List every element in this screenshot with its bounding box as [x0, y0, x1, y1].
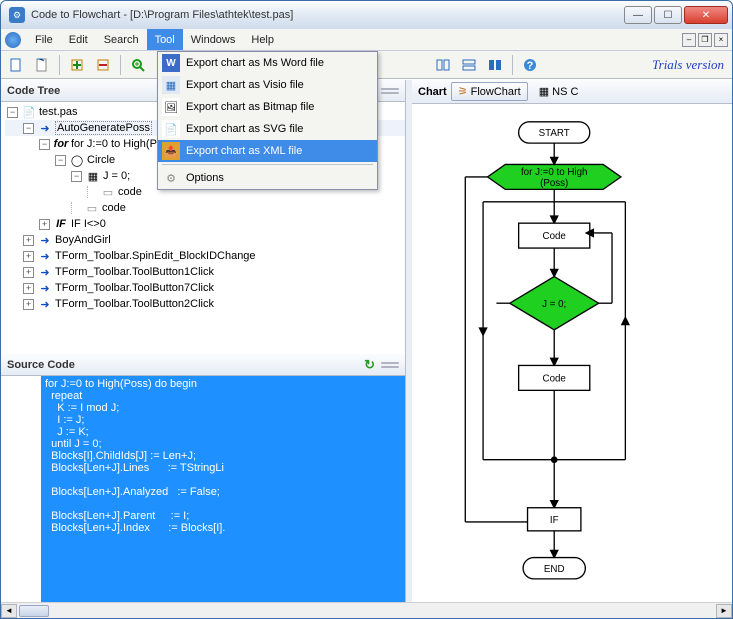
tree-collapse-icon[interactable]: − — [39, 139, 50, 150]
open-file-icon[interactable] — [31, 54, 53, 76]
close-button[interactable]: ✕ — [684, 6, 728, 24]
procedure-icon: ➜ — [38, 297, 52, 311]
svg-text:START: START — [539, 128, 570, 139]
add-icon[interactable] — [66, 54, 88, 76]
svg-text:for J:=0 to High: for J:=0 to High — [521, 167, 588, 178]
svg-text:Code: Code — [543, 231, 566, 242]
code-tree-title: Code Tree — [7, 85, 60, 97]
panel-grip-icon[interactable] — [381, 358, 399, 372]
flowchart-icon: ⚞ — [458, 85, 468, 98]
procedure-icon: ➜ — [38, 121, 52, 135]
menu-help[interactable]: Help — [243, 29, 282, 50]
source-code-header: Source Code ↻ — [1, 354, 405, 376]
word-icon: W — [162, 54, 180, 72]
visio-icon: ▦ — [162, 76, 180, 94]
tree-expand-icon[interactable]: + — [23, 251, 34, 262]
svg-icon: 📄 — [162, 120, 180, 138]
gear-icon: ⚙ — [162, 169, 180, 187]
tree-expand-icon[interactable]: + — [39, 219, 50, 230]
export-visio-item[interactable]: ▦Export chart as Visio file — [158, 74, 377, 96]
tree-collapse-icon[interactable]: − — [7, 107, 18, 118]
menu-search[interactable]: Search — [96, 29, 147, 50]
menubar: File Edit Search Tool Windows Help – ❐ × — [1, 29, 732, 51]
source-editor[interactable]: for J:=0 to High(Poss) do begin repeat K… — [1, 376, 405, 602]
maximize-button[interactable]: ☐ — [654, 6, 682, 24]
menu-edit[interactable]: Edit — [61, 29, 96, 50]
flowchart-canvas[interactable]: START for J:=0 to High (Poss) — [412, 104, 732, 602]
tree-collapse-icon[interactable]: − — [55, 155, 66, 166]
scroll-right-icon[interactable]: ► — [716, 604, 732, 618]
tree-collapse-icon[interactable]: − — [23, 123, 34, 134]
ns-icon: ▦ — [539, 85, 549, 98]
svg-text:Code: Code — [543, 373, 566, 384]
help-icon[interactable]: ? — [519, 54, 541, 76]
zoom-in-icon[interactable] — [127, 54, 149, 76]
editor-gutter — [1, 376, 41, 602]
flowchart-tab[interactable]: ⚞FlowChart — [451, 82, 528, 101]
bitmap-icon: 🖼 — [162, 98, 180, 116]
chart-title: Chart — [418, 86, 447, 98]
file-icon: 📄 — [22, 105, 36, 119]
layout2-icon[interactable] — [458, 54, 480, 76]
layout1-icon[interactable] — [432, 54, 454, 76]
tree-expand-icon[interactable]: + — [23, 267, 34, 278]
refresh-icon[interactable]: ↻ — [364, 357, 375, 373]
tree-expand-icon[interactable]: + — [23, 235, 34, 246]
if-icon: IF — [54, 217, 68, 231]
layout3-icon[interactable] — [484, 54, 506, 76]
chart-header: Chart ⚞FlowChart ▦NS C — [412, 80, 732, 104]
procedure-icon: ➜ — [38, 265, 52, 279]
code-icon: ▭ — [101, 185, 115, 199]
tool-menu-dropdown: WExport chart as Ms Word file ▦Export ch… — [157, 51, 378, 190]
titlebar[interactable]: ⚙ Code to Flowchart - [D:\Program Files\… — [1, 1, 732, 29]
remove-icon[interactable] — [92, 54, 114, 76]
mdi-restore-button[interactable]: ❐ — [698, 33, 712, 47]
app-icon: ⚙ — [9, 7, 25, 23]
menu-tool[interactable]: Tool — [147, 29, 183, 50]
circle-icon: ◯ — [70, 153, 84, 167]
panel-grip-icon[interactable] — [381, 84, 399, 98]
source-code-title: Source Code — [7, 359, 75, 371]
trial-label: Trials version — [652, 57, 728, 73]
procedure-icon: ➜ — [38, 249, 52, 263]
horizontal-scrollbar[interactable]: ◄ ► — [1, 602, 732, 618]
code-block-icon: ▦ — [86, 169, 100, 183]
export-svg-item[interactable]: 📄Export chart as SVG file — [158, 118, 377, 140]
minimize-button[interactable]: — — [624, 6, 652, 24]
export-word-item[interactable]: WExport chart as Ms Word file — [158, 52, 377, 74]
for-icon: for — [54, 137, 68, 151]
svg-text:IF: IF — [550, 515, 559, 526]
export-xml-item[interactable]: 📤Export chart as XML file — [158, 140, 377, 162]
svg-text:?: ? — [527, 60, 534, 72]
new-file-icon[interactable] — [5, 54, 27, 76]
svg-text:J = 0;: J = 0; — [542, 299, 566, 310]
menu-windows[interactable]: Windows — [183, 29, 244, 50]
procedure-icon: ➜ — [38, 233, 52, 247]
mdi-close-button[interactable]: × — [714, 33, 728, 47]
menu-file[interactable]: File — [27, 29, 61, 50]
mdi-minimize-button[interactable]: – — [682, 33, 696, 47]
window-title: Code to Flowchart - [D:\Program Files\at… — [31, 9, 624, 21]
tree-expand-icon[interactable]: + — [23, 283, 34, 294]
export-bitmap-item[interactable]: 🖼Export chart as Bitmap file — [158, 96, 377, 118]
svg-text:END: END — [544, 564, 565, 575]
tree-expand-icon[interactable]: + — [23, 299, 34, 310]
procedure-icon: ➜ — [38, 281, 52, 295]
options-item[interactable]: ⚙Options — [158, 167, 377, 189]
svg-text:(Poss): (Poss) — [540, 178, 568, 189]
xml-icon: 📤 — [162, 142, 180, 160]
scroll-left-icon[interactable]: ◄ — [1, 604, 17, 618]
scroll-thumb[interactable] — [19, 605, 49, 617]
tree-collapse-icon[interactable]: − — [71, 171, 82, 182]
ns-tab[interactable]: ▦NS C — [532, 82, 586, 101]
app-orb-icon[interactable] — [5, 32, 21, 48]
code-icon: ▭ — [85, 201, 99, 215]
